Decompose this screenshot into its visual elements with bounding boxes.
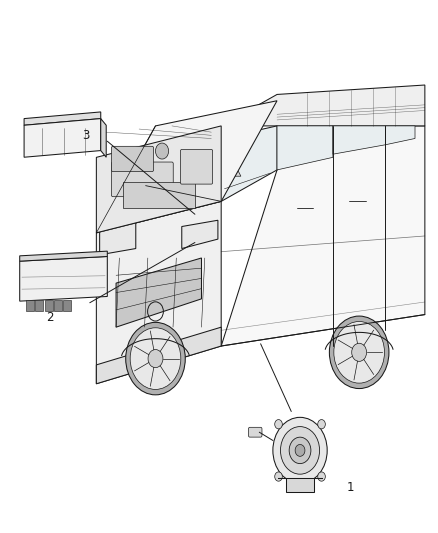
Circle shape xyxy=(275,472,283,481)
Polygon shape xyxy=(333,126,385,154)
Polygon shape xyxy=(24,112,101,125)
Text: 1: 1 xyxy=(346,481,354,494)
Circle shape xyxy=(318,472,325,481)
FancyBboxPatch shape xyxy=(45,300,53,311)
Text: 3: 3 xyxy=(82,130,89,142)
Circle shape xyxy=(155,143,169,159)
Polygon shape xyxy=(182,220,218,248)
Circle shape xyxy=(295,445,305,456)
Circle shape xyxy=(329,316,389,389)
Polygon shape xyxy=(221,126,277,201)
Polygon shape xyxy=(100,220,136,255)
Polygon shape xyxy=(277,126,333,170)
Polygon shape xyxy=(218,164,241,176)
Text: 2: 2 xyxy=(46,311,54,324)
FancyBboxPatch shape xyxy=(248,427,262,437)
Circle shape xyxy=(334,321,385,383)
Polygon shape xyxy=(116,258,201,327)
FancyBboxPatch shape xyxy=(63,300,71,311)
Polygon shape xyxy=(385,126,415,145)
Polygon shape xyxy=(278,479,322,491)
Circle shape xyxy=(280,426,320,474)
Polygon shape xyxy=(96,101,277,233)
Polygon shape xyxy=(20,251,107,261)
FancyBboxPatch shape xyxy=(111,146,153,172)
Circle shape xyxy=(148,350,163,368)
Circle shape xyxy=(352,343,367,361)
Polygon shape xyxy=(96,327,221,384)
Circle shape xyxy=(275,419,283,429)
Circle shape xyxy=(273,417,327,483)
Polygon shape xyxy=(96,201,221,384)
Polygon shape xyxy=(221,85,425,126)
FancyBboxPatch shape xyxy=(26,300,34,311)
FancyBboxPatch shape xyxy=(35,300,43,311)
Circle shape xyxy=(318,419,325,429)
Polygon shape xyxy=(96,126,221,233)
FancyBboxPatch shape xyxy=(54,300,62,311)
Circle shape xyxy=(130,328,181,390)
FancyBboxPatch shape xyxy=(111,162,173,197)
Circle shape xyxy=(126,322,185,395)
Polygon shape xyxy=(101,119,106,157)
FancyBboxPatch shape xyxy=(123,182,195,208)
Polygon shape xyxy=(20,256,107,301)
Circle shape xyxy=(289,437,311,464)
Polygon shape xyxy=(24,119,101,157)
Polygon shape xyxy=(221,126,425,346)
FancyBboxPatch shape xyxy=(180,149,213,184)
